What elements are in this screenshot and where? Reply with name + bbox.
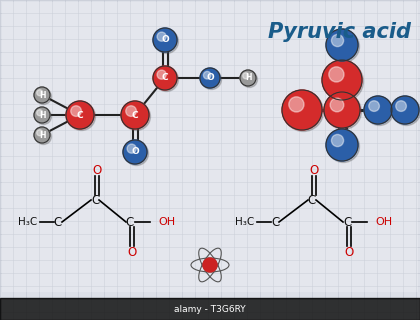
Circle shape (153, 28, 177, 52)
Circle shape (36, 108, 52, 124)
Circle shape (155, 68, 178, 92)
Circle shape (396, 101, 407, 111)
Circle shape (328, 131, 360, 163)
Circle shape (68, 102, 95, 131)
Circle shape (329, 67, 344, 82)
Circle shape (123, 102, 150, 131)
Circle shape (391, 96, 419, 124)
Text: O: O (161, 36, 169, 44)
Circle shape (123, 140, 147, 164)
Circle shape (71, 106, 81, 116)
Circle shape (157, 32, 166, 41)
Circle shape (34, 127, 50, 143)
Circle shape (326, 93, 362, 130)
Circle shape (322, 60, 362, 100)
Circle shape (203, 258, 217, 272)
Text: C: C (308, 194, 316, 206)
Circle shape (324, 92, 360, 128)
Circle shape (289, 97, 304, 112)
Text: C: C (132, 110, 138, 119)
Circle shape (124, 141, 149, 165)
Circle shape (240, 70, 256, 86)
Text: OH: OH (375, 217, 392, 227)
Circle shape (326, 29, 358, 61)
Circle shape (34, 107, 50, 123)
Circle shape (364, 96, 392, 124)
Circle shape (241, 71, 257, 87)
Circle shape (36, 89, 52, 105)
Text: H: H (39, 91, 45, 100)
Text: C: C (126, 215, 134, 228)
Circle shape (331, 35, 344, 47)
Circle shape (393, 98, 420, 125)
FancyBboxPatch shape (0, 298, 420, 320)
Text: H: H (245, 74, 251, 83)
Circle shape (157, 70, 166, 79)
Circle shape (153, 66, 177, 90)
Circle shape (126, 106, 136, 116)
Text: O: O (127, 245, 136, 259)
Text: O: O (92, 164, 102, 177)
Text: O: O (206, 74, 214, 83)
Circle shape (36, 129, 52, 145)
Circle shape (284, 92, 323, 132)
Circle shape (323, 61, 363, 101)
Text: C: C (162, 74, 168, 83)
Text: O: O (344, 245, 354, 259)
Circle shape (200, 68, 220, 88)
Circle shape (326, 129, 358, 161)
Text: O: O (310, 164, 319, 177)
Circle shape (331, 134, 344, 147)
FancyBboxPatch shape (2, 2, 418, 292)
Circle shape (330, 98, 344, 112)
Text: H₃C: H₃C (235, 217, 254, 227)
Text: OH: OH (158, 217, 175, 227)
Circle shape (328, 30, 360, 62)
Text: H₃C: H₃C (18, 217, 37, 227)
Text: C: C (91, 194, 99, 206)
Circle shape (37, 130, 43, 136)
Circle shape (34, 87, 50, 103)
Circle shape (365, 98, 394, 125)
Text: O: O (131, 148, 139, 156)
Text: H: H (39, 110, 45, 119)
Circle shape (121, 101, 149, 129)
Text: C: C (343, 215, 351, 228)
Circle shape (203, 71, 211, 79)
Circle shape (155, 29, 178, 53)
Circle shape (243, 73, 249, 79)
Text: Pyruvic acid: Pyruvic acid (268, 22, 412, 42)
Circle shape (369, 101, 379, 111)
Text: C: C (271, 215, 279, 228)
Circle shape (66, 101, 94, 129)
Circle shape (127, 144, 136, 153)
Circle shape (37, 110, 43, 116)
Text: alamy - T3G6RY: alamy - T3G6RY (174, 305, 246, 314)
Text: C: C (54, 215, 62, 228)
Circle shape (202, 69, 221, 90)
Text: H: H (39, 131, 45, 140)
Circle shape (37, 90, 43, 96)
Text: C: C (77, 110, 83, 119)
Circle shape (282, 90, 322, 130)
